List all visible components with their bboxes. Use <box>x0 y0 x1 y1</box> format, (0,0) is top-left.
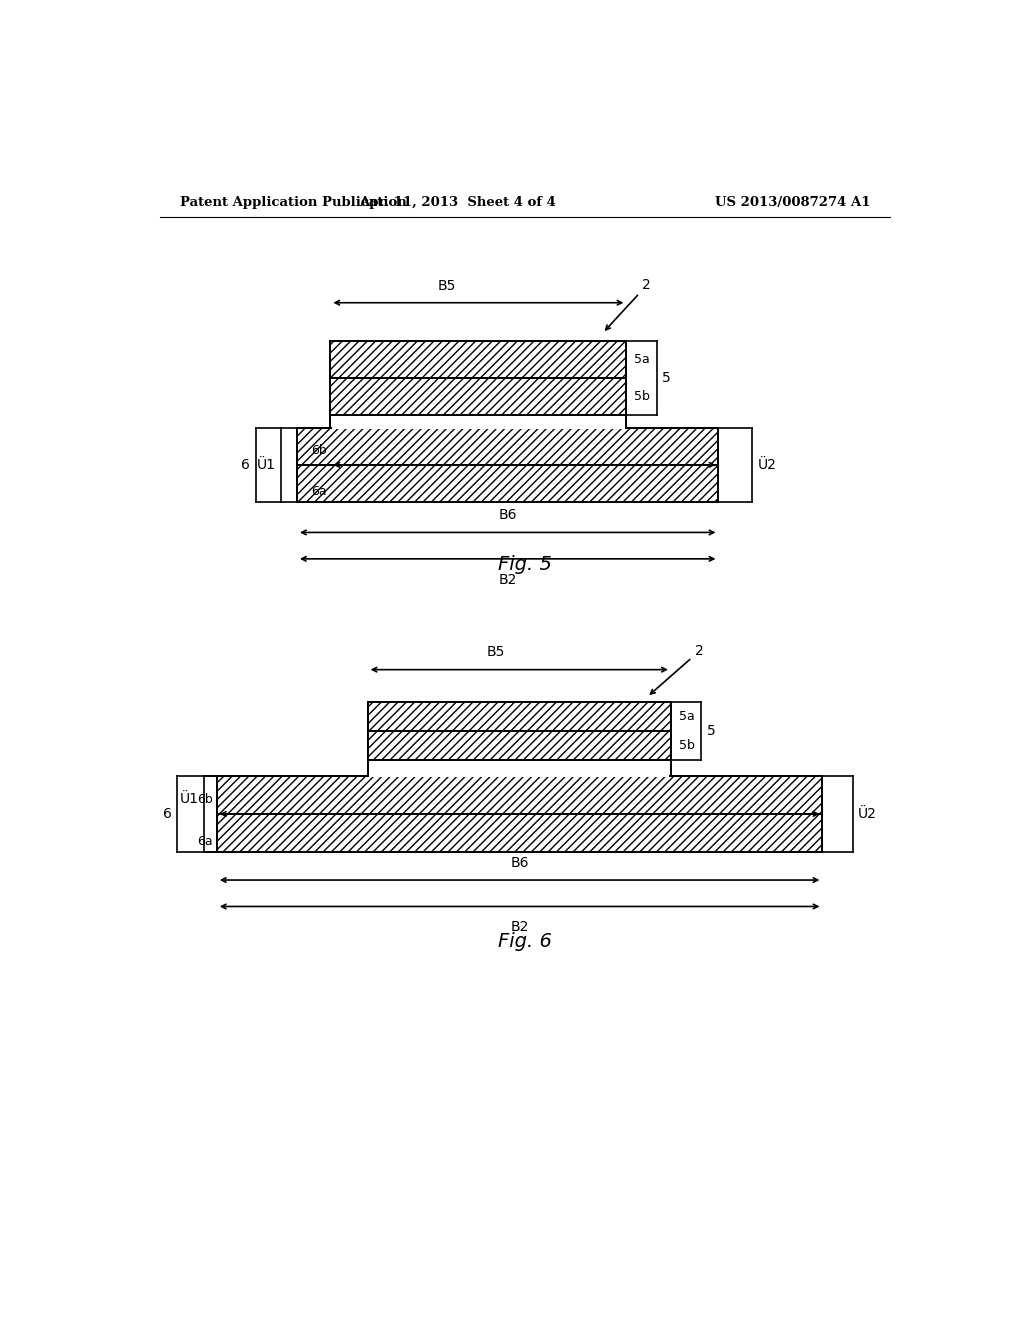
Text: Ü2: Ü2 <box>758 458 776 471</box>
Bar <box>332 425 625 429</box>
Text: 2: 2 <box>606 279 651 330</box>
Text: Ü1: Ü1 <box>257 458 275 471</box>
Text: 6b: 6b <box>310 444 327 457</box>
Text: 6b: 6b <box>198 793 213 805</box>
Text: B2: B2 <box>499 573 517 587</box>
Text: 5a: 5a <box>679 710 694 723</box>
Text: 5a: 5a <box>634 354 650 366</box>
Text: Apr. 11, 2013  Sheet 4 of 4: Apr. 11, 2013 Sheet 4 of 4 <box>358 195 556 209</box>
Bar <box>297 428 719 502</box>
Bar <box>217 776 822 851</box>
Text: US 2013/0087274 A1: US 2013/0087274 A1 <box>715 195 870 209</box>
Bar <box>331 342 627 414</box>
Text: B6: B6 <box>510 855 528 870</box>
Bar <box>331 414 627 428</box>
Text: Ü1: Ü1 <box>179 792 199 805</box>
Bar <box>297 428 719 465</box>
Text: 6: 6 <box>163 807 172 821</box>
Bar <box>297 465 719 502</box>
Bar <box>331 378 627 414</box>
Text: 5: 5 <box>707 725 716 738</box>
Text: 5b: 5b <box>634 389 650 403</box>
Bar <box>217 814 822 851</box>
Text: Fig. 5: Fig. 5 <box>498 556 552 574</box>
Text: Patent Application Publication: Patent Application Publication <box>179 195 407 209</box>
Text: 6a: 6a <box>198 834 213 847</box>
Text: 2: 2 <box>650 644 703 694</box>
Bar <box>370 774 670 777</box>
Text: B6: B6 <box>499 508 517 523</box>
Bar <box>368 702 671 731</box>
Bar <box>331 342 627 378</box>
Text: B5: B5 <box>486 645 505 660</box>
Bar <box>217 776 822 814</box>
Text: Fig. 6: Fig. 6 <box>498 932 552 950</box>
Text: B2: B2 <box>510 920 528 933</box>
Text: Ü2: Ü2 <box>858 807 877 821</box>
Bar <box>368 731 671 760</box>
Text: 6: 6 <box>242 458 250 471</box>
Bar <box>368 760 671 776</box>
Text: B5: B5 <box>437 279 456 293</box>
Text: 5: 5 <box>663 371 671 385</box>
Text: 6a: 6a <box>310 484 327 498</box>
Bar <box>368 702 671 760</box>
Text: 5b: 5b <box>679 739 694 752</box>
